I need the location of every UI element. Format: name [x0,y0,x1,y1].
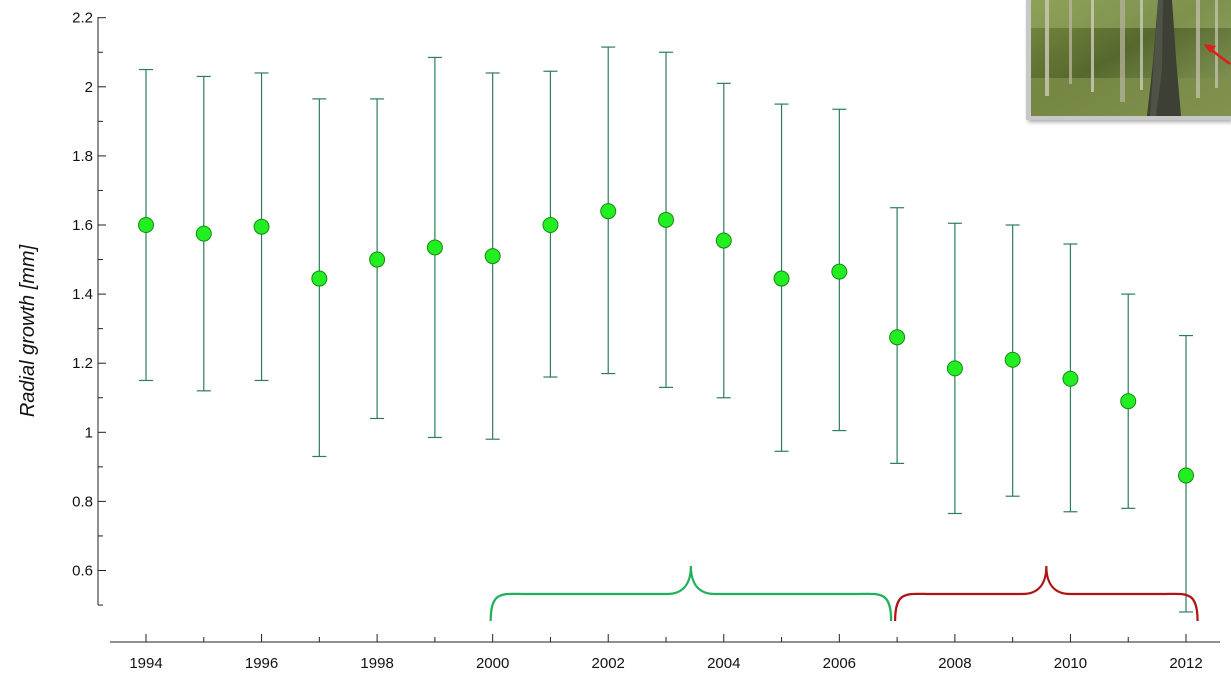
data-point [426,239,443,256]
y-tick-label: 1.4 [72,286,93,303]
x-tick-label: 2012 [1169,655,1202,671]
tick-labels: 0.6 0.8 1 1.2 1.4 1.6 1.8 2 2.2 1994 1996 1998 2000 2… [72,10,1203,672]
data-point [1004,351,1021,368]
y-tick-label: 2 [85,79,93,96]
data-point [946,360,963,377]
data-point [831,263,848,280]
data-point [600,203,617,220]
axes [97,17,1220,643]
y-tick-label: 1.6 [72,217,93,234]
x-tick-label: 2008 [938,655,971,671]
x-tick-label: 2006 [823,655,856,671]
data-point [773,270,790,287]
data-point [369,251,386,268]
y-tick-label: 0.6 [72,563,93,580]
data-point [253,218,270,235]
data-points [138,203,1194,484]
data-point [658,211,674,228]
data-point [195,225,212,242]
data-point [715,232,732,249]
data-point [1178,467,1194,484]
data-point [138,217,154,233]
data-point [889,329,906,346]
y-tick-label: 1.8 [72,148,93,165]
x-tick-label: 1994 [129,655,162,671]
x-tick-label: 1996 [245,655,278,671]
x-tick-label: 1998 [360,655,393,671]
y-tick-label: 1 [85,424,93,441]
data-point [542,217,559,233]
y-tick-label: 0.8 [72,493,93,510]
y-tick-label: 2.2 [72,10,93,27]
data-point [1120,393,1137,410]
period-brace [489,565,893,622]
y-tick-label: 1.2 [72,355,93,372]
x-tick-label: 2004 [707,655,740,671]
data-point [484,248,501,265]
period-braces [489,565,1199,622]
forest-photo-icon [1026,0,1231,120]
data-point [1062,370,1079,387]
period-brace [894,565,1199,622]
x-tick-label: 2010 [1054,655,1087,671]
arrowhead-icon [1204,44,1216,53]
error-bars [139,46,1193,613]
data-point [311,270,328,287]
x-tick-label: 2002 [592,655,625,671]
x-tick-label: 2000 [476,655,509,671]
y-axis-title: Radial growth [mm] [17,244,39,417]
